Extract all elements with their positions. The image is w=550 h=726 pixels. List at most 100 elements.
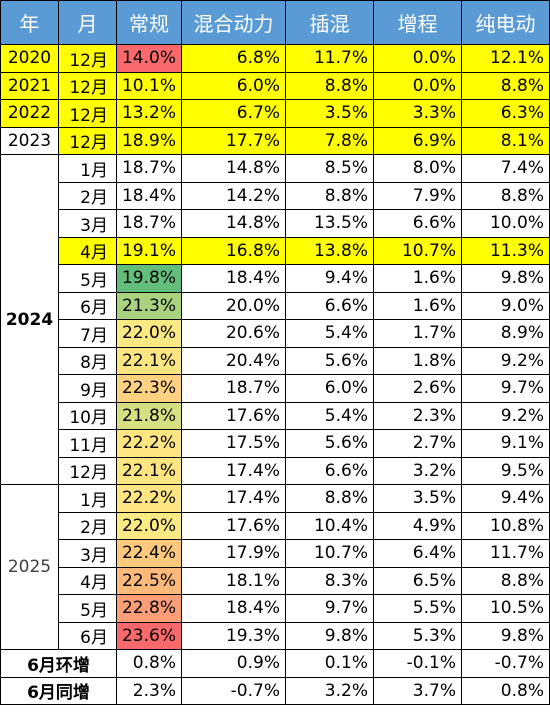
summary-phev-cell: 3.2% <box>285 676 374 705</box>
month-cell: 12月 <box>58 126 117 155</box>
header-hybrid: 混合动力 <box>181 0 286 45</box>
regular-cell: 10.1% <box>116 71 182 100</box>
table-row: 2025 1月 22.2% 17.4% 8.8% 3.5% 9.4% <box>0 484 550 650</box>
phev-cell: 10.7% <box>285 539 374 568</box>
summary-row: 6月同增 2.3% -0.7% 3.2% 3.7% 0.8% <box>0 676 550 705</box>
hybrid-cell: 16.8% <box>181 236 286 265</box>
year-cell: 2023 <box>0 126 59 155</box>
hybrid-cell: 18.4% <box>181 594 286 623</box>
regular-cell: 22.2% <box>116 429 182 458</box>
table-row: 2020 12月 14.0% 6.8% 11.7% 0.0% 12.1% <box>0 44 550 73</box>
erev-cell: 0.0% <box>373 44 462 73</box>
month-cell: 8月 <box>58 346 117 375</box>
phev-cell: 9.8% <box>285 621 374 650</box>
hybrid-cell: 20.4% <box>181 346 286 375</box>
summary-regular-cell: 0.8% <box>116 649 182 678</box>
table-row: 2022 12月 13.2% 6.7% 3.5% 3.3% 6.3% <box>0 99 550 128</box>
month-cell: 12月 <box>58 99 117 128</box>
phev-cell: 11.7% <box>285 44 374 73</box>
month-cell: 3月 <box>58 539 117 568</box>
month-cell: 9月 <box>58 374 117 403</box>
erev-cell: 1.6% <box>373 264 462 293</box>
regular-cell: 18.9% <box>116 126 182 155</box>
month-cell: 5月 <box>58 264 117 293</box>
hybrid-cell: 14.8% <box>181 154 286 183</box>
regular-cell: 19.1% <box>116 236 182 265</box>
bev-cell: 9.2% <box>461 346 550 375</box>
erev-cell: 5.3% <box>373 621 462 650</box>
regular-cell: 22.4% <box>116 539 182 568</box>
hybrid-cell: 18.1% <box>181 566 286 595</box>
bev-cell: 9.8% <box>461 621 550 650</box>
month-cell: 11月 <box>58 429 117 458</box>
erev-cell: 3.5% <box>373 484 462 513</box>
table-row: 2024 1月 18.7% 14.8% 8.5% 8.0% 7.4% <box>0 154 550 485</box>
table-row: 2023 12月 18.9% 17.7% 7.8% 6.9% 8.1% <box>0 126 550 155</box>
bev-cell: 6.3% <box>461 99 550 128</box>
phev-cell: 6.0% <box>285 374 374 403</box>
bev-cell: 12.1% <box>461 44 550 73</box>
summary-bev-cell: -0.7% <box>461 649 550 678</box>
table-row: 6月 21.3% 20.0% 6.6% 1.6% 9.0% <box>1 291 550 320</box>
summary-hybrid-cell: 0.9% <box>181 649 286 678</box>
regular-cell: 21.8% <box>116 401 182 430</box>
bev-cell: 11.7% <box>461 539 550 568</box>
phev-cell: 8.8% <box>285 71 374 100</box>
table-row: 10月 21.8% 17.6% 5.4% 2.3% 9.2% <box>1 401 550 430</box>
bev-cell: 9.1% <box>461 429 550 458</box>
regular-cell: 22.2% <box>116 484 182 513</box>
phev-cell: 8.3% <box>285 566 374 595</box>
regular-cell: 21.3% <box>116 291 182 320</box>
phev-cell: 8.5% <box>285 154 374 183</box>
month-cell: 5月 <box>58 594 117 623</box>
erev-cell: 7.9% <box>373 181 462 210</box>
erev-cell: 6.5% <box>373 566 462 595</box>
bev-cell: 10.8% <box>461 511 550 540</box>
hybrid-cell: 17.4% <box>181 456 286 485</box>
hybrid-cell: 20.0% <box>181 291 286 320</box>
erev-cell: 6.9% <box>373 126 462 155</box>
month-cell: 6月 <box>58 291 117 320</box>
penetration-table: 年 月 常规 混合动力 插混 增程 纯电动 2020 12月 14.0% 6.8% 11… <box>0 0 550 705</box>
bev-cell: 8.9% <box>461 319 550 348</box>
bev-cell: 10.0% <box>461 209 550 238</box>
phev-cell: 6.6% <box>285 456 374 485</box>
regular-cell: 22.1% <box>116 346 182 375</box>
erev-cell: 2.3% <box>373 401 462 430</box>
erev-cell: 8.0% <box>373 154 462 183</box>
summary-label: 6月同增 <box>0 676 117 705</box>
year-group-2024: 2024 <box>0 154 59 485</box>
summary-hybrid-cell: -0.7% <box>181 676 286 705</box>
header-phev: 插混 <box>285 0 374 45</box>
phev-cell: 13.5% <box>285 209 374 238</box>
regular-cell: 22.0% <box>116 511 182 540</box>
phev-cell: 5.6% <box>285 346 374 375</box>
year-group-2025: 2025 <box>0 484 59 650</box>
erev-cell: 0.0% <box>373 71 462 100</box>
hybrid-cell: 17.6% <box>181 511 286 540</box>
month-cell: 4月 <box>58 236 117 265</box>
phev-cell: 9.7% <box>285 594 374 623</box>
erev-cell: 1.8% <box>373 346 462 375</box>
regular-cell: 22.3% <box>116 374 182 403</box>
table-row: 8月 22.1% 20.4% 5.6% 1.8% 9.2% <box>1 346 550 375</box>
bev-cell: 7.4% <box>461 154 550 183</box>
hybrid-cell: 14.2% <box>181 181 286 210</box>
regular-cell: 22.5% <box>116 566 182 595</box>
erev-cell: 4.9% <box>373 511 462 540</box>
erev-cell: 5.5% <box>373 594 462 623</box>
phev-cell: 5.4% <box>285 319 374 348</box>
summary-regular-cell: 2.3% <box>116 676 182 705</box>
phev-cell: 8.8% <box>285 484 374 513</box>
hybrid-cell: 17.4% <box>181 484 286 513</box>
header-regular: 常规 <box>116 0 182 45</box>
summary-erev-cell: -0.1% <box>373 649 462 678</box>
year-cell: 2021 <box>0 71 59 100</box>
hybrid-cell: 17.9% <box>181 539 286 568</box>
month-cell: 3月 <box>58 209 117 238</box>
hybrid-cell: 17.6% <box>181 401 286 430</box>
month-cell: 1月 <box>58 484 117 513</box>
hybrid-cell: 18.7% <box>181 374 286 403</box>
bev-cell: 10.5% <box>461 594 550 623</box>
month-cell: 6月 <box>58 621 117 650</box>
